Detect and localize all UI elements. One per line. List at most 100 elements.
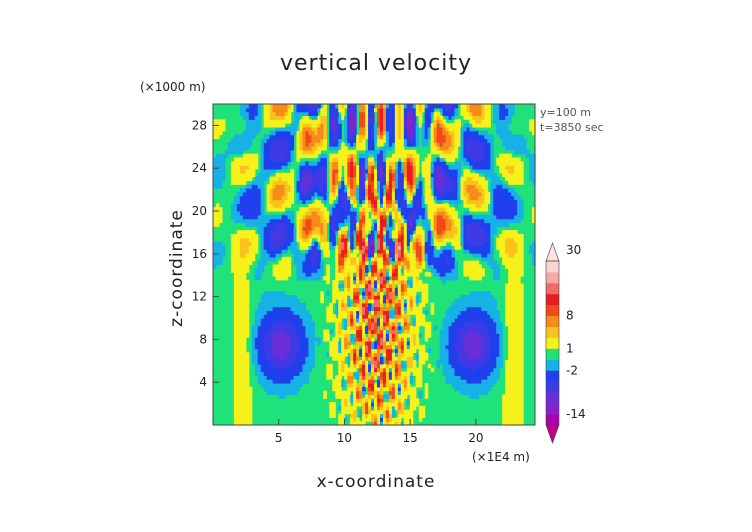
heatmap-cell	[499, 321, 503, 327]
heatmap-cell	[335, 337, 339, 342]
heatmap-cell	[484, 310, 488, 315]
heatmap-cell	[382, 337, 387, 342]
heatmap-cell	[478, 371, 482, 376]
heatmap-cell	[284, 318, 289, 323]
heatmap-cell	[236, 256, 241, 262]
heatmap-cell	[385, 172, 390, 178]
heatmap-cell	[412, 253, 417, 258]
heatmap-cell	[266, 249, 271, 254]
heatmap-cell	[409, 203, 414, 208]
heatmap-cell	[412, 188, 417, 193]
heatmap-cell	[478, 352, 482, 357]
heatmap-cell	[415, 295, 420, 300]
heatmap-cell	[511, 375, 515, 380]
heatmap-cell	[424, 287, 429, 292]
heatmap-cell	[406, 356, 411, 361]
heatmap-cell	[505, 283, 509, 289]
heatmap-cell	[254, 333, 259, 338]
heatmap-cell	[514, 382, 518, 388]
heatmap-cell	[356, 382, 360, 388]
heatmap-cell	[239, 321, 244, 327]
heatmap-cell	[269, 298, 274, 304]
heatmap-cell	[382, 268, 387, 273]
heatmap-cell	[385, 375, 390, 380]
heatmap-cell	[397, 337, 402, 342]
heatmap-cell	[263, 218, 268, 224]
heatmap-cell	[374, 211, 378, 216]
heatmap-cell	[418, 268, 423, 273]
heatmap-cell	[376, 360, 381, 365]
heatmap-cell	[314, 268, 318, 273]
heatmap-cell	[382, 371, 387, 376]
heatmap-cell	[233, 321, 238, 327]
heatmap-cell	[332, 222, 336, 227]
heatmap-cell	[266, 329, 271, 334]
heatmap-cell	[439, 165, 444, 170]
heatmap-cell	[445, 230, 450, 235]
heatmap-cell	[368, 306, 372, 311]
heatmap-cell	[350, 245, 354, 250]
heatmap-cell	[272, 218, 277, 224]
heatmap-cell	[347, 176, 351, 182]
heatmap-cell	[341, 264, 345, 269]
heatmap-cell	[239, 291, 244, 296]
heatmap-cell	[379, 402, 384, 407]
heatmap-cell	[403, 287, 408, 292]
heatmap-cell	[317, 184, 321, 189]
heatmap-cell	[233, 402, 238, 407]
heatmap-cell	[394, 241, 399, 246]
heatmap-cell	[403, 386, 408, 392]
heatmap-cell	[466, 195, 471, 201]
heatmap-cell	[475, 318, 479, 323]
heatmap-cell	[329, 184, 333, 189]
heatmap-cell	[385, 249, 390, 254]
heatmap-cell	[379, 172, 384, 178]
heatmap-cell	[481, 233, 485, 239]
heatmap-cell	[266, 222, 271, 227]
heatmap-cell	[466, 352, 471, 357]
heatmap-cell	[296, 302, 301, 308]
heatmap-cell	[332, 382, 336, 388]
heatmap-cell	[305, 360, 310, 365]
heatmap-cell	[305, 348, 310, 353]
heatmap-cell	[505, 310, 509, 315]
heatmap-cell	[374, 386, 378, 392]
heatmap-cell	[412, 325, 417, 331]
heatmap-cell	[359, 413, 363, 418]
heatmap-cell	[284, 314, 289, 319]
heatmap-cell	[242, 253, 247, 258]
heatmap-cell	[376, 375, 381, 380]
heatmap-cell	[332, 291, 336, 296]
heatmap-cell	[359, 337, 363, 342]
heatmap-cell	[457, 180, 462, 185]
heatmap-cell	[529, 168, 533, 174]
heatmap-cell	[281, 230, 286, 235]
heatmap-cell	[362, 275, 366, 281]
heatmap-cell	[365, 165, 369, 170]
heatmap-cell	[233, 298, 238, 304]
heatmap-cell	[341, 195, 345, 201]
heatmap-cell	[484, 371, 488, 376]
heatmap-cell	[475, 253, 479, 258]
heatmap-cell	[317, 233, 321, 239]
heatmap-cell	[350, 291, 354, 296]
heatmap-cell	[457, 233, 462, 239]
heatmap-cell	[329, 168, 333, 174]
heatmap-cell	[251, 237, 256, 243]
heatmap-cell	[272, 302, 277, 308]
heatmap-cell	[281, 245, 286, 250]
heatmap-cell	[430, 172, 435, 178]
heatmap-cell	[341, 237, 345, 243]
heatmap-cell	[421, 237, 426, 243]
heatmap-cell	[299, 340, 304, 346]
heatmap-cell	[374, 363, 378, 369]
heatmap-cell	[317, 199, 321, 204]
heatmap-cell	[475, 203, 479, 208]
heatmap-cell	[332, 211, 336, 216]
heatmap-cell	[368, 249, 372, 254]
heatmap-cell	[475, 310, 479, 315]
heatmap-cell	[430, 249, 435, 254]
heatmap-cell	[448, 237, 453, 243]
heatmap-cell	[517, 256, 521, 262]
heatmap-cell	[454, 222, 459, 227]
